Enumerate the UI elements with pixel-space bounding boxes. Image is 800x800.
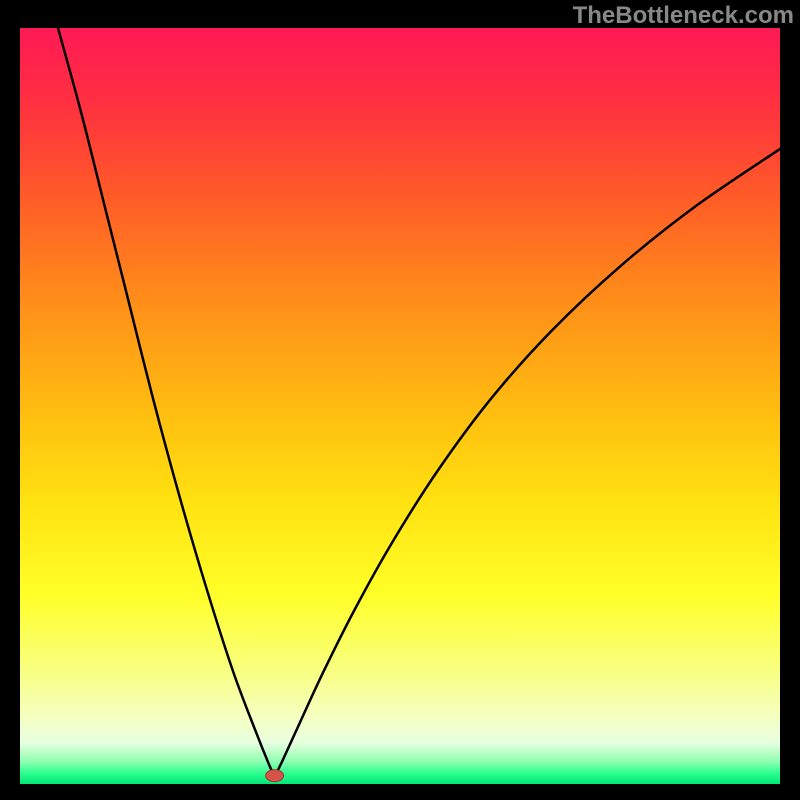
- plot-area: [20, 28, 780, 784]
- minimum-marker: [266, 770, 284, 782]
- watermark-text: TheBottleneck.com: [573, 2, 794, 30]
- chart-container: TheBottleneck.com: [0, 0, 800, 800]
- plot-svg: [20, 28, 780, 784]
- gradient-background: [20, 28, 780, 784]
